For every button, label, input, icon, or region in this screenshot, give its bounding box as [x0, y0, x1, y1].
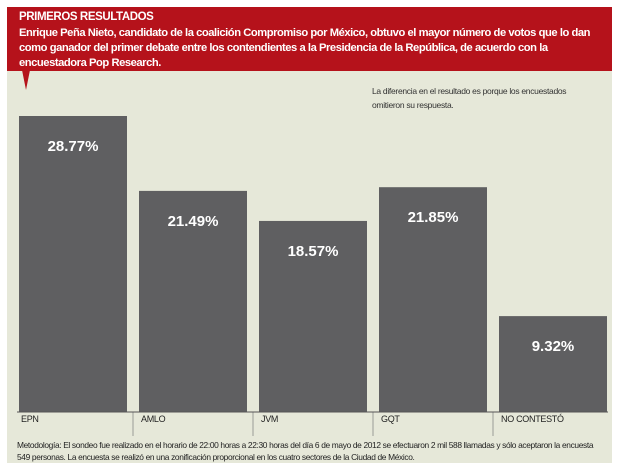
chart-title: PRIMEROS RESULTADOS: [19, 11, 154, 23]
data-label: 21.85%: [408, 209, 459, 226]
bar-0: [19, 116, 127, 412]
category-label: JVM: [261, 414, 279, 424]
category-label: AMLO: [141, 414, 166, 424]
data-label: 28.77%: [48, 138, 99, 155]
category-label: GQT: [381, 414, 400, 424]
data-label: 9.32%: [532, 338, 575, 355]
bar-3: [379, 187, 487, 412]
data-label: 21.49%: [168, 213, 219, 230]
bar-2: [259, 220, 367, 412]
category-label: EPN: [21, 414, 39, 424]
banner-pointer: [22, 70, 30, 90]
category-label: NO CONTESTÓ: [501, 414, 564, 424]
note-text: La diferencia en el resultado es porque …: [372, 86, 567, 110]
methodology-text: Metodología: El sondeo fue realizado en …: [17, 440, 594, 462]
data-label: 18.57%: [288, 243, 339, 260]
header-banner: PRIMEROS RESULTADOS Enrique Peña Nieto, …: [7, 7, 612, 71]
bar-1: [139, 190, 247, 412]
bar-4: [499, 316, 607, 412]
chart-subtitle: Enrique Peña Nieto, candidato de la coal…: [19, 27, 591, 69]
